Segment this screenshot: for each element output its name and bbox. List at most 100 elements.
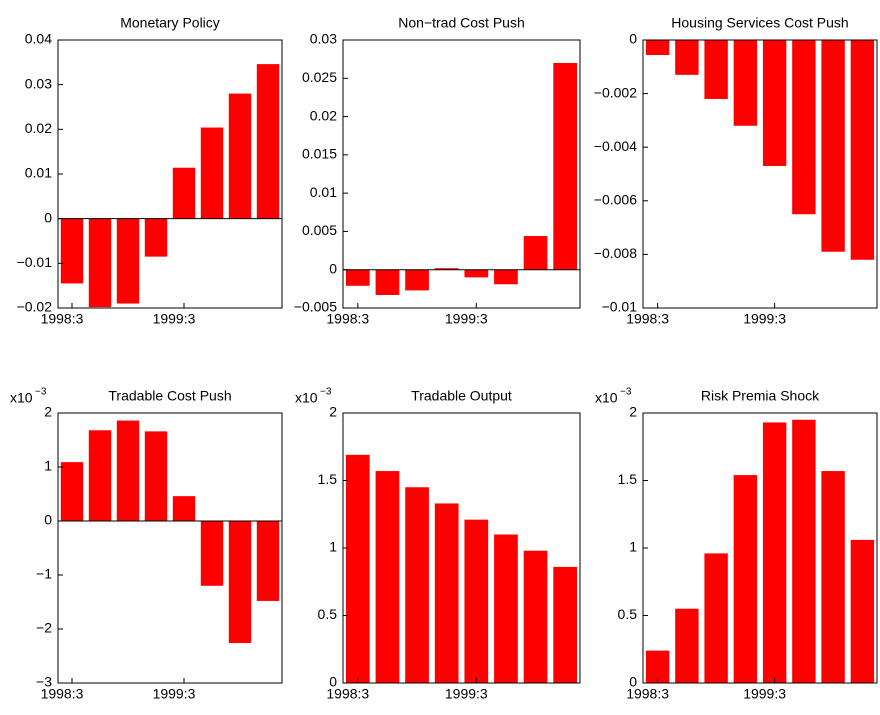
- y-multiplier-exponent: −3: [620, 387, 632, 398]
- bar: [200, 127, 224, 219]
- y-multiplier-exponent: −3: [35, 387, 47, 398]
- y-tick-label: −0.006: [594, 192, 637, 208]
- bar: [645, 650, 670, 683]
- bar: [464, 519, 489, 683]
- axes-box: [642, 412, 878, 684]
- bar: [345, 269, 370, 286]
- axes-box: [342, 412, 581, 684]
- axes-box: [342, 39, 581, 309]
- y-tick-label: 0.005: [302, 222, 337, 238]
- bar: [60, 218, 84, 284]
- bar: [60, 462, 84, 521]
- y-tick-label: 0.02: [25, 120, 52, 136]
- bar: [345, 454, 370, 683]
- x-tick-label: 1998:3: [626, 311, 669, 327]
- x-tick-label: 1999:3: [445, 311, 488, 327]
- y-multiplier-base: x10: [10, 390, 33, 406]
- bar: [256, 64, 280, 219]
- bar: [553, 62, 578, 270]
- bar: [523, 550, 548, 683]
- bar: [675, 608, 699, 683]
- y-tick-label: −0.01: [602, 299, 638, 315]
- bar: [494, 269, 518, 285]
- panel-title: Monetary Policy: [120, 15, 220, 31]
- x-tick-label: 1998:3: [626, 686, 669, 702]
- y-tick-label: −0.004: [594, 138, 637, 154]
- bar: [821, 40, 845, 252]
- y-tick-label: 0.01: [25, 165, 52, 181]
- bar: [494, 534, 518, 683]
- bar: [523, 236, 548, 270]
- bar: [645, 40, 670, 56]
- panel-title: Tradable Output: [411, 388, 512, 404]
- y-tick-label: 0: [629, 31, 637, 47]
- bar: [553, 566, 578, 683]
- y-tick-label: −2: [36, 620, 52, 636]
- panel-title: Risk Premia Shock: [701, 388, 820, 404]
- y-tick-label: 0: [329, 260, 337, 276]
- y-tick-label: 2: [629, 404, 637, 420]
- panel-title: Non−trad Cost Push: [398, 15, 524, 31]
- bar: [375, 269, 400, 295]
- bar: [850, 539, 875, 683]
- y-tick-label: 1.5: [618, 471, 638, 487]
- bar: [200, 521, 224, 586]
- bar: [762, 40, 787, 166]
- bar: [675, 40, 699, 75]
- y-tick-label: −1: [36, 566, 52, 582]
- x-tick-label: 1998:3: [326, 686, 369, 702]
- y-multiplier-exponent: −3: [320, 387, 332, 398]
- y-tick-label: 0.5: [318, 606, 338, 622]
- y-tick-label: 2: [329, 404, 337, 420]
- bar: [704, 553, 728, 683]
- x-tick-label: 1999:3: [743, 311, 786, 327]
- y-tick-label: −0.005: [294, 299, 337, 315]
- x-tick-label: 1998:3: [326, 311, 369, 327]
- y-tick-label: 0.025: [302, 69, 337, 85]
- bar: [405, 269, 429, 291]
- bar: [792, 40, 816, 215]
- axes-box: [57, 412, 283, 684]
- y-tick-label: 0: [44, 209, 52, 225]
- bar: [704, 40, 728, 99]
- axes-box: [57, 39, 283, 309]
- x-tick-label: 1999:3: [743, 686, 786, 702]
- bar: [375, 471, 400, 683]
- y-tick-label: 0.01: [310, 184, 337, 200]
- y-tick-label: 0.04: [25, 31, 52, 47]
- bar: [116, 420, 140, 521]
- bar: [792, 419, 816, 683]
- y-tick-label: 1: [44, 458, 52, 474]
- y-tick-label: 1: [329, 539, 337, 555]
- bar: [762, 422, 787, 683]
- y-tick-label: 0: [44, 512, 52, 528]
- x-tick-label: 1999:3: [153, 311, 196, 327]
- y-tick-label: 0.03: [25, 75, 52, 91]
- x-tick-label: 1999:3: [153, 686, 196, 702]
- y-tick-label: 0.5: [618, 606, 638, 622]
- y-tick-label: 0: [329, 674, 337, 690]
- y-tick-label: −0.01: [17, 254, 53, 270]
- y-tick-label: 2: [44, 404, 52, 420]
- bar: [228, 93, 252, 219]
- y-tick-label: 0.02: [310, 107, 337, 123]
- bar: [850, 40, 875, 260]
- y-multiplier-base: x10: [295, 390, 318, 406]
- x-tick-label: 1998:3: [41, 686, 84, 702]
- y-tick-label: 0.03: [310, 31, 337, 47]
- y-tick-label: 1.5: [318, 471, 338, 487]
- y-tick-label: −0.002: [594, 84, 637, 100]
- bar: [88, 218, 112, 308]
- bar: [172, 496, 196, 521]
- bar: [434, 503, 459, 683]
- bar: [434, 268, 459, 270]
- bar: [733, 475, 758, 683]
- bar: [172, 167, 196, 219]
- x-tick-label: 1998:3: [41, 311, 84, 327]
- bar: [821, 471, 845, 683]
- bar: [405, 487, 429, 683]
- bar: [116, 218, 140, 304]
- panel-title: Tradable Cost Push: [108, 388, 231, 404]
- y-tick-label: −0.008: [594, 245, 637, 261]
